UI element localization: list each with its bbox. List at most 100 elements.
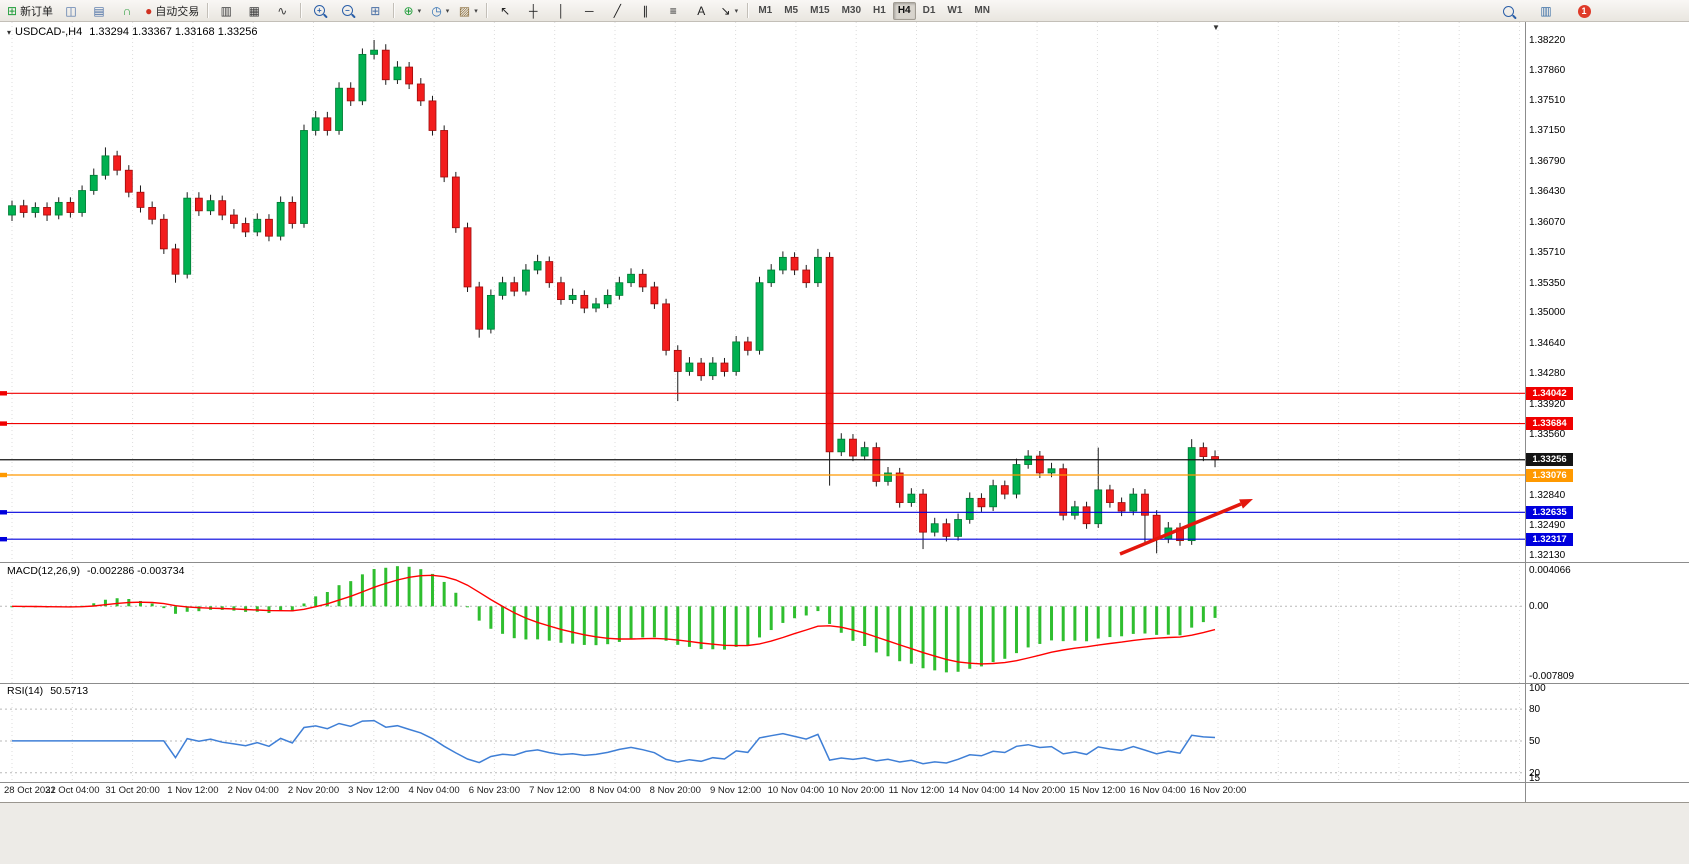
- current-price-label: 1.33256: [1526, 453, 1573, 467]
- tile-windows-icon[interactable]: ⊞: [361, 1, 389, 21]
- notification-badge[interactable]: 1: [1570, 1, 1598, 21]
- level-price-label[interactable]: 1.32317: [1526, 532, 1573, 546]
- main-price-chart[interactable]: [0, 22, 1525, 562]
- panel-divider[interactable]: [0, 683, 1689, 684]
- macd-axis-label: 0.00: [1529, 601, 1549, 613]
- templates-button-icon: ▨: [458, 3, 471, 18]
- indicators-button[interactable]: ⊕ ▾: [398, 1, 426, 21]
- chart-shift-marker-icon[interactable]: ▼: [1212, 23, 1220, 32]
- crosshair-icon: ┼: [529, 3, 538, 18]
- data-window-icon[interactable]: ▤: [85, 1, 113, 21]
- indicators-button-icon: ⊕: [403, 3, 414, 18]
- trend-arrow[interactable]: [1119, 499, 1253, 556]
- cursor-icon[interactable]: ↖: [491, 1, 519, 21]
- text-icon[interactable]: A: [687, 1, 715, 21]
- zoom-out-icon[interactable]: −: [333, 1, 361, 21]
- rsi-title: RSI(14) 50.5713: [7, 685, 88, 697]
- vertical-line-icon: │: [557, 3, 566, 18]
- level-price-label[interactable]: 1.34042: [1526, 386, 1573, 400]
- timeframe-m1-button[interactable]: M1: [758, 4, 773, 16]
- chart-window[interactable]: ▾ USDCAD-,H4 1.33294 1.33367 1.33168 1.332…: [0, 22, 1689, 864]
- chart-quote-title: ▾ USDCAD-,H4 1.33294 1.33367 1.33168 1.332…: [7, 26, 257, 38]
- candlestick-chart-icon: ▦: [248, 3, 260, 18]
- price-axis-label: 1.32490: [1529, 519, 1566, 531]
- search-button[interactable]: [1494, 1, 1522, 21]
- auto-trading-button-label: 自动交易: [155, 5, 200, 18]
- trendline-icon[interactable]: ╱: [603, 1, 631, 21]
- macd-panel[interactable]: [0, 562, 1525, 683]
- new-order-button-icon: ⊞: [7, 3, 18, 18]
- gridlines: [11, 22, 1520, 562]
- new-order-button[interactable]: ⊞ 新订单: [3, 1, 57, 21]
- rsi-axis-label: 100: [1529, 683, 1546, 694]
- chart-window-icon: ▥: [1540, 4, 1552, 18]
- zoom-in-icon: +: [313, 5, 325, 16]
- level-price-label[interactable]: 1.33076: [1526, 468, 1573, 482]
- line-chart-icon[interactable]: ∿: [268, 1, 296, 21]
- rsi-axis-label: 80: [1529, 704, 1541, 716]
- time-axis-label: 16 Nov 04:00: [1129, 785, 1186, 796]
- gridlines: [11, 562, 1520, 683]
- rsi-panel[interactable]: [0, 683, 1525, 782]
- timeframe-d1-button[interactable]: D1: [922, 4, 936, 16]
- bar-chart-icon[interactable]: ▥: [212, 1, 240, 21]
- time-axis-label: 14 Nov 04:00: [948, 785, 1006, 796]
- price-axis-label: 1.33920: [1529, 398, 1566, 410]
- price-axis-label: 1.34640: [1529, 337, 1566, 349]
- price-axis-label: 1.36430: [1529, 186, 1566, 198]
- price-axis-label: 1.35710: [1529, 247, 1566, 259]
- panel-divider[interactable]: [0, 782, 1689, 783]
- dropdown-caret-icon[interactable]: ▾: [417, 7, 422, 15]
- dropdown-caret-icon[interactable]: ▾: [734, 7, 739, 15]
- crosshair-icon[interactable]: ┼: [519, 1, 547, 21]
- rsi-value: 50.5713: [50, 685, 89, 697]
- timeframe-h4-button[interactable]: H4: [892, 1, 916, 20]
- timeframe-h1-button[interactable]: H1: [873, 4, 886, 16]
- price-axis-separator[interactable]: [1525, 22, 1526, 802]
- periods-button[interactable]: ◷ ▾: [426, 1, 454, 21]
- templates-button[interactable]: ▨ ▾: [454, 1, 482, 21]
- fibonacci-icon: ≡: [669, 3, 677, 18]
- market-watch-icon[interactable]: ◫: [57, 1, 85, 21]
- dropdown-caret-icon[interactable]: ▾: [474, 7, 478, 15]
- timeframe-mn-button[interactable]: MN: [974, 4, 990, 16]
- one-click-trading-caret-icon[interactable]: ▾: [7, 28, 12, 37]
- bar-chart-icon: ▥: [220, 3, 232, 18]
- time-axis-label: 7 Nov 12:00: [529, 785, 581, 796]
- vertical-line-icon[interactable]: │: [547, 1, 575, 21]
- timeframe-m15-button[interactable]: M15: [810, 4, 830, 16]
- price-axis-label: 1.35000: [1529, 307, 1566, 319]
- zoom-in-icon[interactable]: +: [305, 1, 333, 21]
- timeframe-m5-button[interactable]: M5: [784, 4, 799, 16]
- channel-icon[interactable]: ∥: [631, 1, 659, 21]
- symbol-period-label: USDCAD-,H4: [15, 26, 83, 38]
- macd-label: MACD(12,26,9): [7, 565, 80, 577]
- auto-trading-button[interactable]: ● 自动交易: [141, 1, 203, 21]
- candles-layer: [8, 40, 1219, 554]
- rsi-line: [12, 719, 1216, 765]
- toolbar-separator: [207, 3, 209, 18]
- timeframe-w1-button[interactable]: W1: [947, 4, 963, 16]
- time-axis-label: 10 Nov 04:00: [767, 785, 825, 796]
- panel-divider[interactable]: [0, 562, 1689, 563]
- price-axis-label: 1.38220: [1529, 35, 1566, 46]
- time-axis-label: 1 Nov 12:00: [167, 785, 219, 796]
- timeframe-m30-button[interactable]: M30: [841, 4, 862, 16]
- horizontal-line-icon[interactable]: ─: [575, 1, 603, 21]
- badge-count: 1: [1577, 4, 1591, 18]
- sound-icon[interactable]: ∩: [113, 1, 141, 21]
- level-price-label[interactable]: 1.33684: [1526, 417, 1573, 431]
- macd-values: -0.002286 -0.003734: [86, 565, 185, 577]
- text-icon: A: [697, 3, 706, 18]
- arrows-icon[interactable]: ↘ ▾: [715, 1, 743, 21]
- level-price-label[interactable]: 1.32635: [1526, 505, 1573, 519]
- horizontal-levels-layer[interactable]: [0, 391, 1525, 542]
- gridlines: [11, 683, 1520, 782]
- channel-icon: ∥: [642, 3, 649, 18]
- time-axis-label: 11 Nov 12:00: [888, 785, 945, 796]
- chart-window-icon[interactable]: ▥: [1532, 1, 1560, 21]
- fibonacci-icon[interactable]: ≡: [659, 1, 687, 21]
- dropdown-caret-icon[interactable]: ▾: [445, 7, 450, 15]
- price-axis-label: 1.36790: [1529, 155, 1566, 167]
- candlestick-chart-icon[interactable]: ▦: [240, 1, 268, 21]
